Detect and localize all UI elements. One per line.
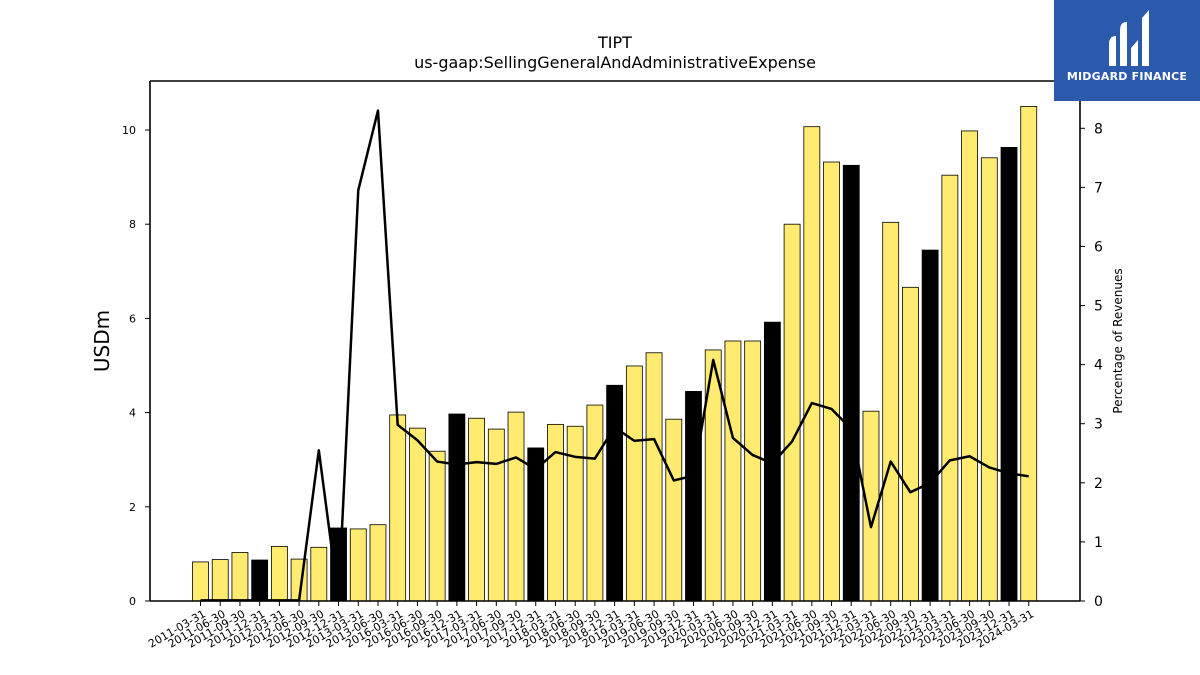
bar — [192, 561, 209, 602]
axes-group: 02468100123456782011-03-312011-06-302011… — [122, 80, 1103, 651]
bar — [980, 157, 998, 602]
bar — [961, 130, 978, 602]
y2-tick-label: 6 — [1094, 239, 1103, 255]
bar — [270, 545, 288, 602]
bar — [211, 559, 229, 602]
bar — [606, 384, 624, 602]
chart-title: TIPT — [597, 33, 632, 52]
bar — [409, 427, 426, 602]
y2-tick-label: 8 — [1094, 121, 1103, 137]
bar — [507, 411, 525, 602]
bar — [1020, 106, 1038, 602]
brand-logo: MIDGARD FINANCE — [1054, 0, 1200, 101]
bar — [625, 365, 643, 602]
bar — [586, 404, 604, 602]
bar — [823, 161, 840, 602]
y2-tick-label: 7 — [1094, 180, 1103, 196]
bars-group — [192, 106, 1038, 602]
y2-tick-label: 1 — [1094, 535, 1103, 551]
y-tick-label: 2 — [129, 501, 136, 514]
y2-tick-label: 2 — [1094, 476, 1103, 492]
bar — [882, 221, 900, 602]
bar — [724, 340, 742, 602]
bar — [310, 546, 328, 602]
bar — [369, 524, 387, 602]
bar — [448, 413, 466, 602]
y-tick-label: 4 — [129, 407, 136, 420]
y2-axis-label: Percentage of Revenues — [1111, 268, 1125, 413]
y-tick-label: 0 — [129, 595, 136, 608]
bar — [842, 164, 860, 602]
bar — [921, 249, 939, 602]
y-tick-label: 6 — [129, 312, 136, 325]
bar — [566, 425, 584, 602]
bar — [389, 414, 407, 602]
bar — [685, 390, 702, 602]
bar — [744, 340, 762, 602]
bar — [428, 450, 446, 602]
bar — [902, 286, 919, 602]
bar — [803, 126, 821, 602]
logo-text: MIDGARD FINANCE — [1066, 70, 1188, 83]
bar — [1000, 147, 1018, 602]
bar — [251, 559, 269, 602]
y2-tick-label: 5 — [1094, 299, 1103, 315]
y-axis-label: USDm — [90, 310, 114, 372]
y-tick-label: 10 — [122, 124, 136, 137]
bar — [941, 174, 959, 602]
chart-subtitle: us-gaap:SellingGeneralAndAdministrativeE… — [414, 53, 816, 72]
bar — [349, 528, 367, 602]
bar — [231, 552, 249, 602]
y2-tick-label: 3 — [1094, 417, 1103, 433]
y2-tick-label: 0 — [1094, 594, 1103, 610]
bar — [487, 428, 505, 602]
bar — [645, 352, 663, 602]
bar — [527, 447, 545, 602]
bar — [468, 417, 485, 602]
bar — [783, 223, 801, 602]
y2-tick-label: 4 — [1094, 358, 1103, 374]
logo-mark-icon — [1109, 10, 1149, 66]
bar — [665, 418, 683, 602]
y-tick-label: 8 — [129, 218, 136, 231]
